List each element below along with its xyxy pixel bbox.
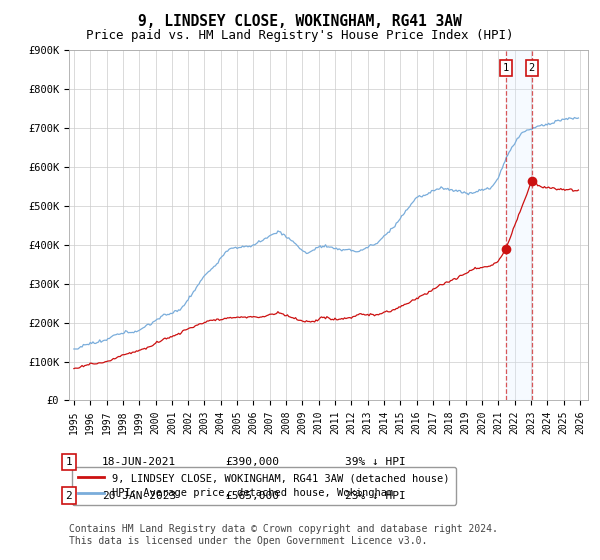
Text: Contains HM Land Registry data © Crown copyright and database right 2024.
This d: Contains HM Land Registry data © Crown c… [69,524,498,546]
Text: 1: 1 [65,457,73,467]
Text: 20-JAN-2023: 20-JAN-2023 [102,491,176,501]
Text: 9, LINDSEY CLOSE, WOKINGHAM, RG41 3AW: 9, LINDSEY CLOSE, WOKINGHAM, RG41 3AW [138,14,462,29]
Legend: 9, LINDSEY CLOSE, WOKINGHAM, RG41 3AW (detached house), HPI: Average price, deta: 9, LINDSEY CLOSE, WOKINGHAM, RG41 3AW (d… [71,467,456,505]
Text: 2: 2 [65,491,73,501]
Text: Price paid vs. HM Land Registry's House Price Index (HPI): Price paid vs. HM Land Registry's House … [86,29,514,42]
Bar [506,50,532,400]
Text: 1: 1 [503,63,509,73]
Text: 18-JUN-2021: 18-JUN-2021 [102,457,176,467]
Text: £565,000: £565,000 [225,491,279,501]
Text: 2: 2 [529,63,535,73]
Text: 39% ↓ HPI: 39% ↓ HPI [345,457,406,467]
Text: £390,000: £390,000 [225,457,279,467]
Text: 23% ↓ HPI: 23% ↓ HPI [345,491,406,501]
